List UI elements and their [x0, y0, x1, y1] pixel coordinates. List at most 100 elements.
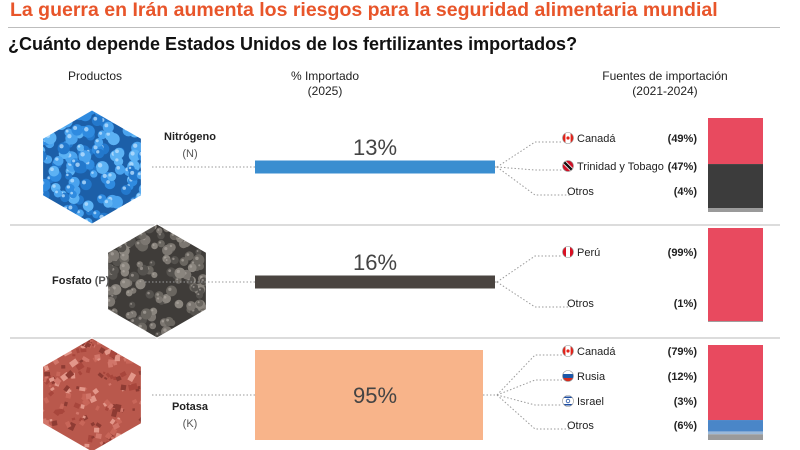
- crystal: [61, 365, 66, 369]
- granule-highlight: [66, 185, 71, 189]
- pellet-highlight: [131, 288, 134, 291]
- pellet-highlight: [176, 230, 179, 234]
- pellet: [208, 246, 217, 255]
- pellet-highlight: [127, 313, 130, 316]
- granule: [43, 122, 54, 133]
- pellet-highlight: [156, 332, 159, 335]
- column-header-imported: % Importado (2025): [275, 69, 375, 99]
- crystal: [124, 352, 128, 357]
- granule: [66, 203, 78, 216]
- pellet-highlight: [202, 326, 206, 330]
- granule: [42, 210, 43, 221]
- crystal: [143, 411, 147, 414]
- pellet-highlight: [124, 234, 127, 238]
- pellet: [111, 333, 118, 338]
- crystal: [92, 387, 100, 395]
- pellet: [128, 271, 140, 282]
- source-pct: (1%): [674, 298, 698, 310]
- granule-highlight: [130, 127, 135, 132]
- granule-highlight: [87, 110, 91, 111]
- pellet-highlight: [100, 265, 103, 268]
- pellet: [195, 248, 202, 255]
- flag-ring: [562, 370, 574, 382]
- flag-band: [562, 396, 574, 398]
- granule-highlight: [72, 159, 76, 163]
- crystal: [132, 345, 140, 353]
- pellet: [174, 330, 183, 338]
- granule: [137, 193, 142, 207]
- stack-segment: [708, 118, 763, 165]
- source-name: Rusia: [577, 371, 606, 383]
- flag-band: [570, 345, 574, 357]
- pellet-highlight: [186, 253, 190, 256]
- pellet-highlight: [103, 270, 106, 273]
- pellet-highlight: [195, 256, 199, 261]
- crystal: [108, 343, 112, 347]
- crystal: [80, 404, 85, 410]
- crystal: [137, 346, 142, 355]
- granule: [129, 196, 141, 208]
- granule-highlight: [45, 123, 49, 128]
- crystal: [133, 438, 142, 449]
- pellet: [174, 267, 186, 279]
- granule: [94, 137, 104, 147]
- pellet: [166, 224, 174, 230]
- granule-highlight: [56, 119, 62, 124]
- pellet: [195, 234, 207, 246]
- pellet: [107, 257, 109, 269]
- pellet-highlight: [193, 233, 197, 237]
- pellet: [145, 290, 155, 299]
- stack-segment: [708, 431, 763, 435]
- product-name: Potasa: [172, 401, 209, 413]
- texture-blue-granules: [42, 110, 142, 224]
- granule: [65, 110, 74, 118]
- flag-ring: [562, 246, 574, 258]
- pellet-highlight: [142, 310, 147, 314]
- granule: [42, 219, 45, 224]
- pellet: [138, 224, 147, 232]
- granule: [137, 150, 142, 162]
- source-connector: [496, 379, 562, 396]
- pellet-highlight: [150, 323, 153, 326]
- crystal: [54, 340, 62, 348]
- crystal: [82, 415, 86, 419]
- pellet-highlight: [138, 324, 142, 328]
- crystal: [98, 347, 106, 355]
- source-pct: (49%): [668, 133, 698, 145]
- crystal: [42, 347, 47, 354]
- granule-highlight: [66, 110, 70, 114]
- crystal: [77, 370, 83, 376]
- granule-highlight: [84, 127, 89, 132]
- pellet-highlight: [176, 332, 179, 335]
- crystal: [65, 369, 75, 379]
- flag-ru-icon: [562, 370, 574, 382]
- granule: [134, 200, 142, 210]
- pellet-highlight: [152, 273, 155, 275]
- pellet-highlight: [165, 258, 168, 261]
- crystal: [138, 437, 142, 445]
- crystal: [31, 439, 40, 447]
- granule: [140, 110, 142, 117]
- granule: [121, 111, 129, 119]
- granule: [42, 150, 47, 162]
- pellet-highlight: [197, 236, 201, 240]
- pellet: [117, 326, 130, 338]
- crystal: [126, 442, 135, 450]
- granule-highlight: [133, 212, 137, 215]
- granule-highlight: [61, 194, 65, 198]
- product-symbol: (N): [182, 148, 197, 160]
- source-name: Trinidad y Tobago: [577, 161, 664, 173]
- flag-fill: [562, 395, 574, 407]
- crystal: [37, 417, 42, 422]
- pellet: [196, 299, 204, 307]
- granule: [132, 211, 141, 219]
- granule: [114, 164, 126, 175]
- pellet-highlight: [110, 252, 114, 256]
- crystal: [64, 420, 72, 429]
- crystal: [81, 355, 89, 363]
- granule: [82, 200, 94, 212]
- pellet-highlight: [139, 280, 142, 283]
- import-bar: [255, 275, 495, 289]
- granule-highlight: [60, 216, 66, 221]
- crystal: [59, 403, 65, 410]
